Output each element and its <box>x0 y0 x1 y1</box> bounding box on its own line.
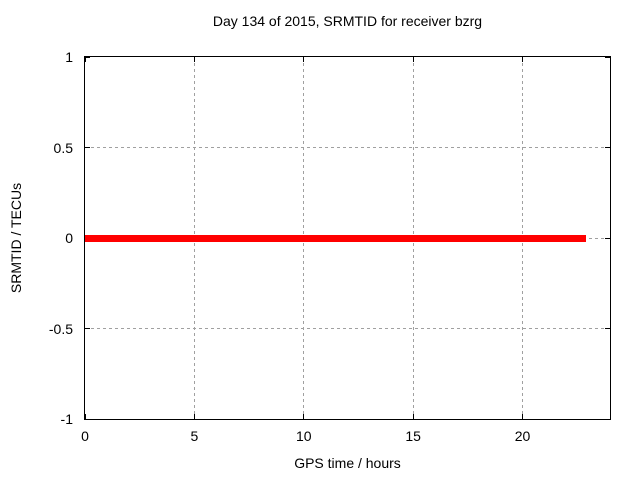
y-tick-left <box>85 147 90 148</box>
horizontal-gridline <box>85 328 610 329</box>
x-tick-top <box>84 57 86 62</box>
y-tick-right <box>605 147 610 148</box>
y-tick-left <box>85 56 90 58</box>
x-tick-top <box>303 57 305 62</box>
x-tick-label: 5 <box>190 428 199 444</box>
x-tick-top <box>193 57 195 62</box>
x-tick-bottom <box>412 414 414 419</box>
y-tick-label: 1 <box>65 49 73 65</box>
x-tick-label: 15 <box>405 428 421 444</box>
chart-title: Day 134 of 2015, SRMTID for receiver bzr… <box>212 13 483 29</box>
y-tick-label: -0.5 <box>48 320 73 337</box>
y-tick-right <box>605 328 610 329</box>
x-tick-bottom <box>84 414 86 419</box>
y-tick-right <box>605 237 610 239</box>
plot-area <box>84 56 611 420</box>
x-tick-label: 0 <box>81 428 89 444</box>
x-axis-label: GPS time / hours <box>294 455 401 471</box>
x-tick-label: 10 <box>295 428 312 444</box>
x-tick-bottom <box>193 414 195 419</box>
x-tick-top <box>412 57 414 62</box>
horizontal-gridline <box>85 147 610 148</box>
x-tick-bottom <box>303 414 305 419</box>
y-tick-right <box>605 418 610 420</box>
y-tick-left <box>85 328 90 329</box>
y-tick-label: 0 <box>65 230 73 246</box>
y-tick-left <box>85 418 90 420</box>
y-tick-right <box>605 56 610 58</box>
series-line <box>85 234 586 242</box>
y-tick-label: 0.5 <box>53 139 73 156</box>
x-tick-top <box>522 57 523 62</box>
x-tick-label: 20 <box>514 428 531 444</box>
x-tick-bottom <box>522 414 523 419</box>
y-tick-label: -1 <box>60 411 73 427</box>
